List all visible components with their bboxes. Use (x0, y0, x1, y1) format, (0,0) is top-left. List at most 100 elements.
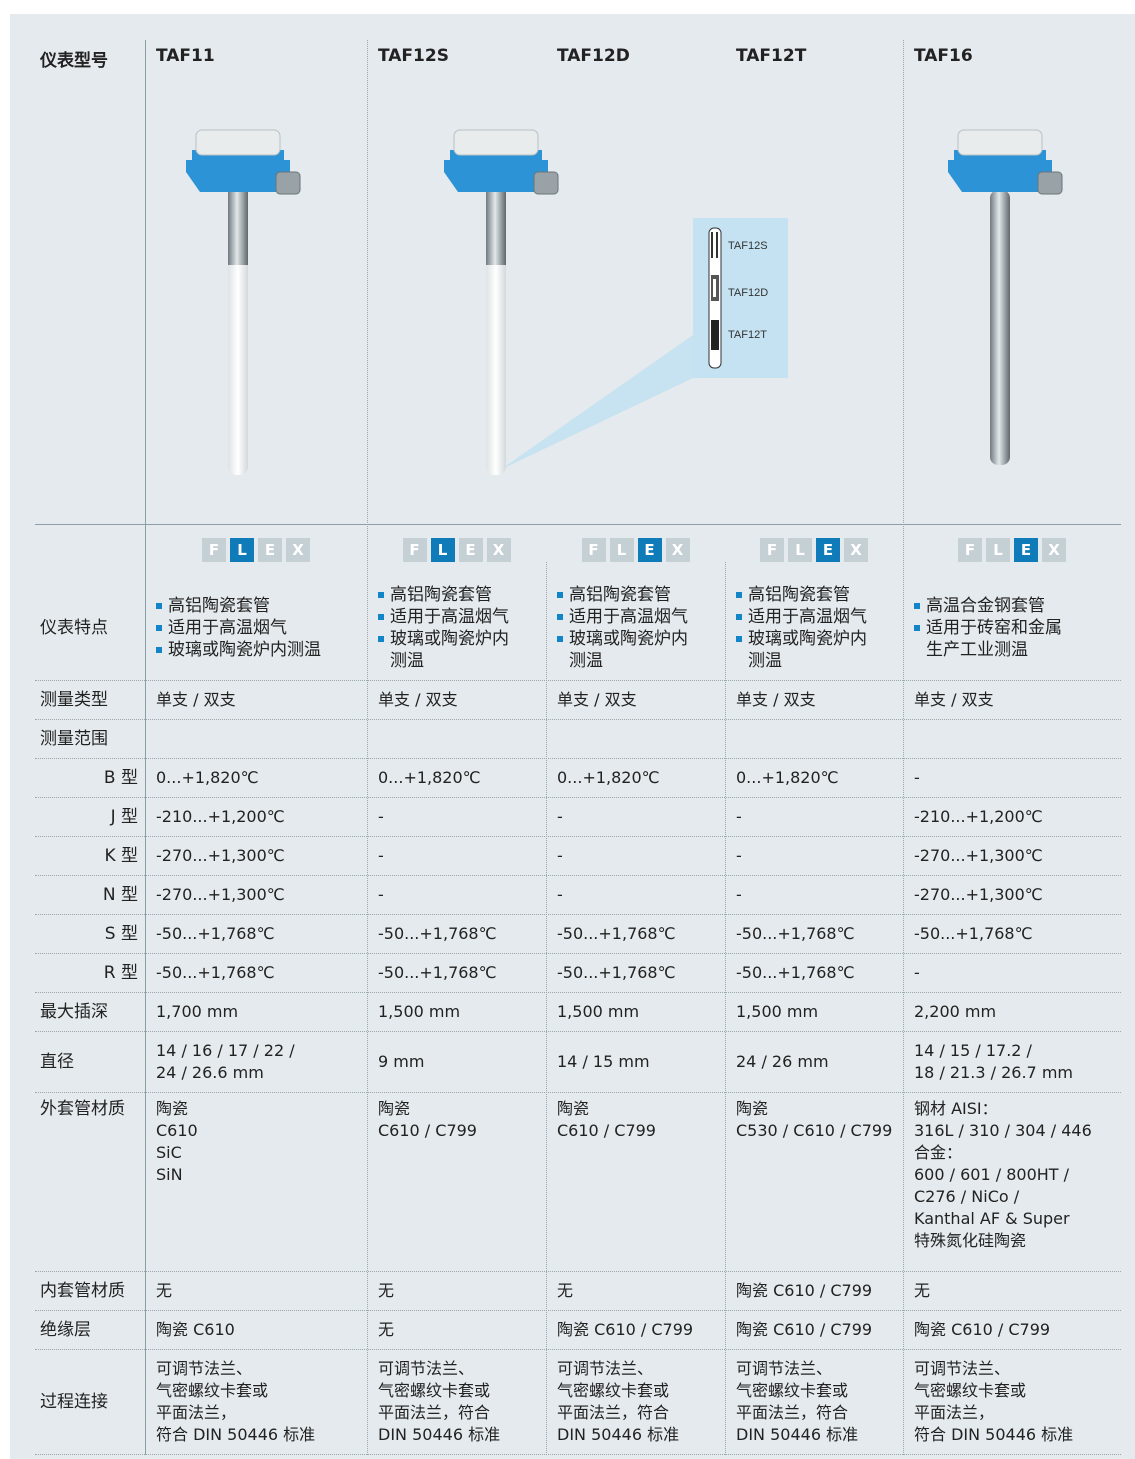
cell-line: 可调节法兰、 (736, 1358, 833, 1378)
cell: 陶瓷 C610 / C799 (736, 1319, 873, 1339)
feature-text: 玻璃或陶瓷炉内测温 (748, 628, 867, 672)
cell: - (557, 884, 563, 904)
cell-line: 高温合金钢套管 (926, 595, 1045, 616)
row-label: 测量类型 (40, 689, 108, 710)
cell-line: 生产工业测温 (926, 639, 1028, 660)
row-separator (35, 875, 1121, 876)
cell: 陶瓷 C610 / C799 (914, 1319, 1051, 1339)
cell-line: 特殊氮化硅陶瓷 (914, 1231, 1027, 1250)
flex-badge: E (1014, 538, 1038, 562)
cell-line: 符合 DIN 50446 标准 (914, 1424, 1074, 1444)
feature-text: 高温合金钢套管 (926, 595, 1045, 617)
inset-label: TAF12D (728, 287, 768, 299)
bullet (378, 613, 384, 620)
cell: - (914, 767, 920, 787)
cell: 14 / 15 / 17.2 /18 / 21.3 / 26.7 mm (914, 1031, 1073, 1092)
cell: - (736, 845, 742, 865)
probe-gland (1037, 171, 1063, 195)
cell-line: 玻璃或陶瓷炉内 (748, 628, 867, 649)
bullet (156, 602, 162, 609)
cell-line: 玻璃或陶瓷炉内测温 (168, 639, 321, 660)
cell-line: 适用于砖窑和金属 (926, 617, 1062, 638)
row-separator (35, 758, 1121, 759)
feature-item: 高温合金钢套管 (914, 595, 1062, 617)
inset-beam (500, 335, 693, 470)
row-separator (35, 1454, 1121, 1455)
cell: 14 / 15 mm (557, 1051, 650, 1071)
cell: -270...+1,300℃ (914, 884, 1043, 904)
cell-line: 可调节法兰、 (378, 1358, 475, 1378)
feature-item: 高铝陶瓷套管 (378, 584, 509, 606)
feature-item: 玻璃或陶瓷炉内测温 (378, 628, 509, 672)
cell-line: 600 / 601 / 800HT / (914, 1165, 1070, 1184)
cell-line: C610 (156, 1121, 198, 1140)
flex-badge: E (258, 538, 282, 562)
cell: 陶瓷 C610 / C799 (378, 1092, 477, 1271)
cell-line: 适用于高温烟气 (390, 606, 509, 627)
flex-badge: E (637, 538, 662, 562)
cell-line: 高铝陶瓷套管 (390, 584, 492, 605)
cell-line: 可调节法兰、 (914, 1358, 1011, 1378)
cell: 可调节法兰、 气密螺纹卡套或 平面法兰，符合 DIN 50446 标准 (557, 1349, 679, 1454)
cell: 0...+1,820℃ (156, 767, 259, 787)
row-label: R 型 (103, 962, 138, 983)
bullet (914, 624, 920, 631)
row-label: 内套管材质 (40, 1280, 125, 1301)
cell: -270...+1,300℃ (156, 884, 285, 904)
cell: 陶瓷 C610 SiC SiN (156, 1092, 198, 1271)
cell: - (736, 884, 742, 904)
cell-line: 14 / 15 / 17.2 / (914, 1040, 1032, 1060)
bullet (557, 635, 563, 642)
probe-gland (533, 171, 559, 195)
cell-line: DIN 50446 标准 (557, 1424, 680, 1444)
cell-line: 合金： (914, 1143, 963, 1162)
cell-line: 可调节法兰、 (156, 1358, 253, 1378)
bullet (557, 613, 563, 620)
row-label: 仪表特点 (40, 617, 108, 638)
row-separator (35, 953, 1121, 954)
cell-line: 14 / 16 / 17 / 22 / (156, 1040, 295, 1060)
cell: 1,500 mm (378, 1001, 461, 1021)
cell-line: 18 / 21.3 / 26.7 mm (914, 1062, 1073, 1082)
cell-line: 平面法兰，符合 (557, 1402, 670, 1422)
cell-line: 陶瓷 (156, 1099, 189, 1118)
label-column-line (145, 40, 146, 1455)
cell-line: 高铝陶瓷套管 (569, 584, 671, 605)
probe-head (444, 150, 548, 192)
feature-item: 适用于高温烟气 (378, 606, 509, 628)
row-label: S 型 (104, 923, 138, 944)
flex-badge: E (816, 538, 840, 562)
cell: 单支 / 双支 (736, 689, 816, 709)
cell: 无 (378, 1319, 395, 1339)
row-label: 外套管材质 (40, 1099, 125, 1119)
feature-text: 高铝陶瓷套管 (390, 584, 492, 606)
cell-line: 气密螺纹卡套或 (156, 1380, 269, 1400)
cell: - (378, 845, 384, 865)
cell-line: 玻璃或陶瓷炉内 (569, 628, 688, 649)
feature-cell: 高铝陶瓷套管适用于高温烟气玻璃或陶瓷炉内测温 (736, 575, 867, 680)
cell: 2,200 mm (914, 1001, 997, 1021)
cell: 14 / 16 / 17 / 22 /24 / 26.6 mm (156, 1031, 295, 1092)
cell: -50...+1,768℃ (156, 962, 275, 982)
row-label: 绝缘层 (40, 1319, 91, 1340)
row-label: N 型 (102, 884, 138, 905)
cell-line: 钢材 AISI： (914, 1099, 998, 1118)
cell: -50...+1,768℃ (156, 923, 275, 943)
probe-lid (957, 129, 1043, 156)
cell-line: 测温 (390, 650, 424, 671)
cell: -50...+1,768℃ (736, 962, 855, 982)
cell: 1,500 mm (557, 1001, 640, 1021)
flex-badge: F (581, 538, 606, 562)
cell: 可调节法兰、 气密螺纹卡套或 平面法兰， 符合 DIN 50446 标准 (156, 1349, 315, 1454)
feature-text: 高铝陶瓷套管 (569, 584, 671, 606)
cell-line: 平面法兰， (156, 1402, 237, 1422)
cell: 可调节法兰、 气密螺纹卡套或 平面法兰，符合 DIN 50446 标准 (378, 1349, 500, 1454)
feature-item: 高铝陶瓷套管 (557, 584, 688, 606)
cell-line: 316L / 310 / 304 / 446 (914, 1121, 1092, 1140)
feature-text: 玻璃或陶瓷炉内测温 (569, 628, 688, 672)
row-label: J 型 (110, 806, 138, 827)
cell-line: 平面法兰，符合 (378, 1402, 491, 1422)
feature-item: 适用于高温烟气 (156, 617, 321, 639)
bullet (736, 591, 742, 598)
